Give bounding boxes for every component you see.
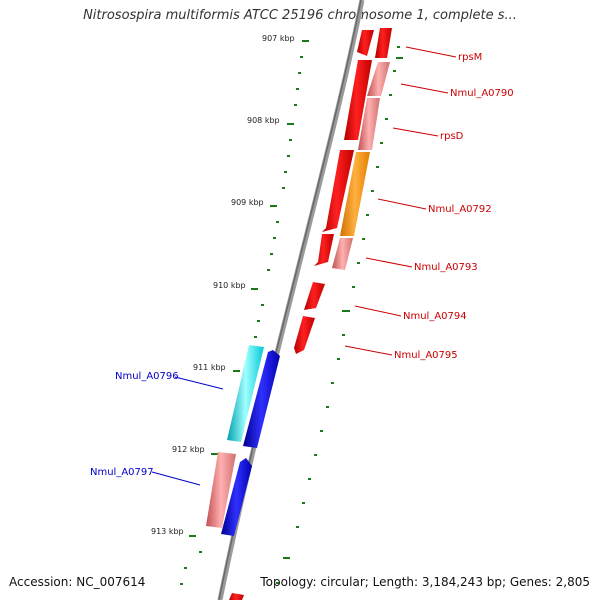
gene-label[interactable]: Nmul_A0793	[414, 262, 478, 273]
gene-Nmul-A0794[interactable]	[304, 282, 325, 310]
gene-next[interactable]	[229, 593, 244, 600]
gene-Nmul-A0797[interactable]	[221, 458, 252, 536]
tick-label: 912 kbp	[172, 445, 205, 454]
tick-label: 910 kbp	[213, 281, 246, 290]
gene-pink-lower[interactable]	[206, 452, 236, 528]
reverse-strand-genes	[229, 30, 374, 600]
gene-label-leaders	[151, 46, 457, 486]
forward-strand-genes	[221, 345, 280, 536]
gene-pink-3[interactable]	[332, 238, 353, 270]
gene-label[interactable]: Nmul_A0790	[450, 88, 514, 99]
gene-blue-1[interactable]	[243, 350, 280, 448]
reverse-strand-outer-genes	[206, 28, 392, 528]
genome-summary-text: Topology: circular; Length: 3,184,243 bp…	[260, 575, 590, 589]
tick-label: 908 kbp	[247, 116, 280, 125]
gene-Nmul-A0793[interactable]	[314, 234, 334, 266]
gene-label[interactable]: Nmul_A0796	[115, 371, 179, 382]
tick-label: 907 kbp	[262, 34, 295, 43]
gene-orange[interactable]	[340, 152, 370, 236]
gene-label[interactable]: Nmul_A0792	[428, 204, 492, 215]
gene-rpsD[interactable]	[344, 60, 372, 140]
tick-labels: 907 kbp 908 kbp 909 kbp 910 kbp 911 kbp …	[151, 34, 295, 536]
tick-label: 909 kbp	[231, 198, 264, 207]
gene-label[interactable]: Nmul_A0797	[90, 467, 154, 478]
gene-rpsM[interactable]	[357, 30, 374, 56]
tick-label: 911 kbp	[193, 363, 226, 372]
gene-Nmul-A0790[interactable]	[367, 62, 390, 96]
gene-label[interactable]: rpsD	[440, 131, 464, 142]
gene-labels: rpsM Nmul_A0790 rpsD Nmul_A0792 Nmul_A07…	[90, 52, 514, 478]
gene-label[interactable]: rpsM	[458, 52, 482, 63]
gene-upper[interactable]	[375, 28, 392, 58]
outer-tick-track	[276, 46, 403, 584]
gene-label[interactable]: Nmul_A0795	[394, 350, 458, 361]
gene-pink-2[interactable]	[358, 98, 380, 150]
map-title: Nitrosospira multiformis ATCC 25196 chro…	[83, 8, 517, 23]
gene-label[interactable]: Nmul_A0794	[403, 311, 467, 322]
gene-Nmul-A0796[interactable]	[227, 345, 264, 442]
gene-Nmul-A0795[interactable]	[294, 316, 315, 354]
accession-text: Accession: NC_007614	[9, 575, 146, 589]
tick-label: 913 kbp	[151, 527, 184, 536]
gene-Nmul-A0792[interactable]	[322, 150, 354, 232]
